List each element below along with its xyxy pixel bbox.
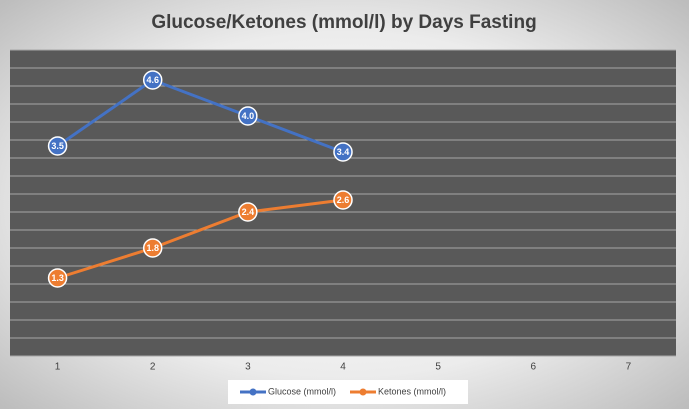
data-point (238, 202, 258, 222)
x-tick-label: 3 (245, 362, 251, 373)
x-tick-label: 1 (55, 362, 61, 373)
legend-marker (249, 388, 257, 396)
data-label: 2.4 (242, 207, 255, 217)
data-label: 4.6 (146, 75, 159, 85)
legend-label: Glucose (mmol/l) (268, 386, 336, 396)
data-point (47, 268, 68, 288)
series-line (56, 78, 344, 154)
data-label: 1.3 (51, 273, 64, 283)
chart-title: Glucose/Ketones (mmol/l) by Days Fasting (151, 12, 536, 33)
legend-marker (359, 388, 367, 396)
series-line (57, 198, 344, 280)
x-tick-label: 7 (626, 362, 632, 373)
data-point (142, 238, 163, 258)
x-tick-label: 6 (531, 362, 537, 373)
data-point (142, 70, 163, 90)
x-tick-label: 4 (340, 362, 346, 373)
data-label: 4.0 (242, 111, 255, 121)
data-point (333, 190, 353, 210)
legend-label: Ketones (mmol/l) (378, 386, 446, 396)
data-label: 1.8 (146, 243, 159, 253)
x-tick-label: 2 (150, 362, 156, 373)
data-point (238, 106, 258, 126)
data-label: 2.6 (337, 195, 350, 205)
x-tick-label: 5 (435, 362, 441, 373)
data-point (47, 136, 68, 156)
data-label: 3.5 (51, 141, 64, 151)
data-point (333, 142, 353, 162)
legend-box (228, 380, 468, 404)
data-label: 3.4 (337, 147, 350, 157)
